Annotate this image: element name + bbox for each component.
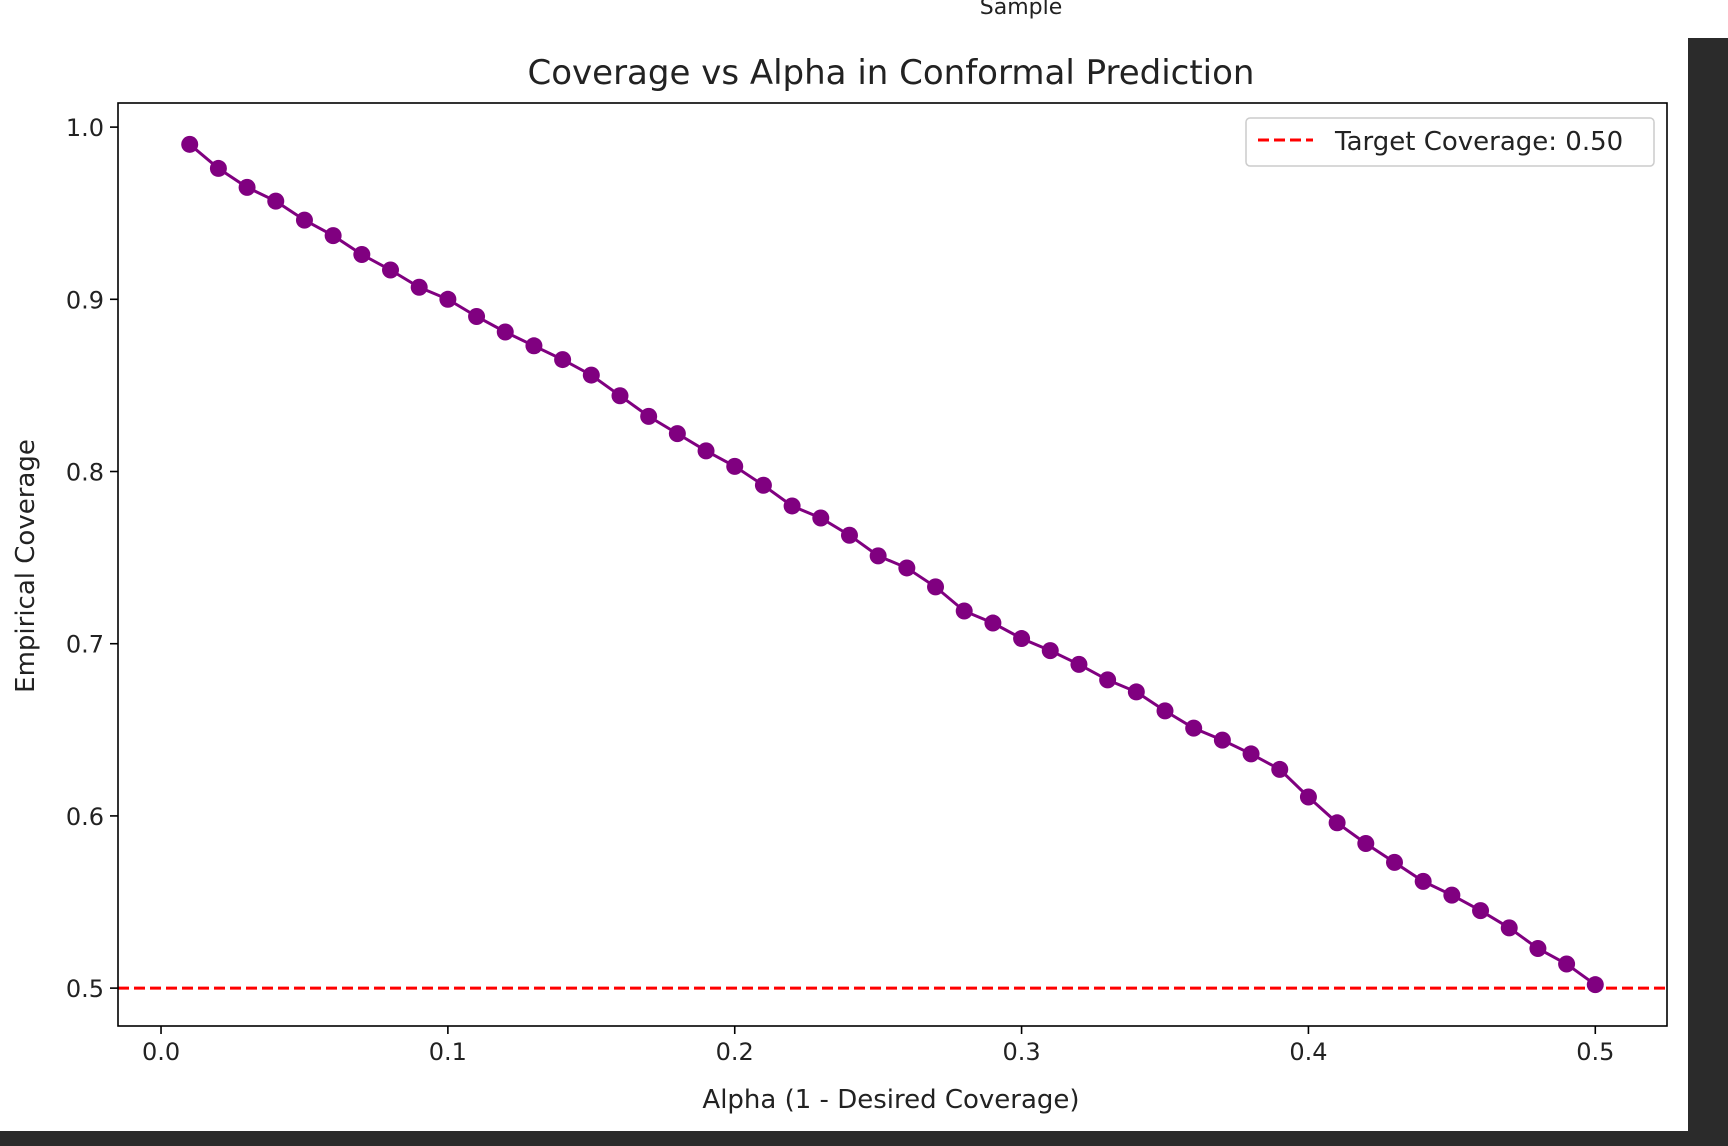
coverage-series-line (188, 143, 1597, 986)
coverage-point (1156, 702, 1174, 720)
coverage-point (1185, 719, 1203, 737)
legend-box (1245, 117, 1655, 167)
legend-label: Target Coverage: 0.50 (1334, 127, 1623, 157)
coverage-point (554, 351, 572, 369)
x-ticks: 0.0 0.1 0.2 0.3 0.4 0.5 (142, 1026, 1614, 1066)
coverage-point (267, 192, 285, 210)
coverage-point (295, 211, 313, 229)
coverage-point (1013, 630, 1031, 648)
coverage-point (984, 614, 1002, 632)
coverage-point (726, 457, 744, 475)
coverage-point (840, 526, 858, 544)
coverage-point (181, 135, 199, 153)
coverage-point (1127, 683, 1145, 701)
coverage-point (1357, 834, 1375, 852)
coverage-point (640, 407, 658, 425)
coverage-point (955, 602, 973, 620)
x-tick-label: 0.3 (1002, 1038, 1040, 1066)
coverage-point (1213, 731, 1231, 749)
coverage-point (1242, 745, 1260, 763)
coverage-point (1558, 955, 1576, 973)
y-tick-label: 0.5 (66, 975, 104, 1003)
y-axis-label: Empirical Coverage (11, 439, 41, 693)
coverage-point (1385, 853, 1403, 871)
y-tick-label: 0.9 (66, 286, 104, 314)
series-points (181, 135, 1604, 994)
coverage-point (1328, 814, 1346, 832)
coverage-point (468, 308, 486, 326)
header-text: Sample (980, 0, 1063, 20)
coverage-point (611, 387, 629, 405)
coverage-point (1299, 788, 1317, 806)
y-tick-label: 0.8 (66, 459, 104, 487)
coverage-point (496, 323, 514, 341)
coverage-point (1041, 642, 1059, 660)
coverage-point (697, 442, 715, 460)
side-bar (1688, 38, 1728, 1146)
coverage-point (668, 425, 686, 443)
bottom-bar (0, 1131, 1728, 1146)
legend: Target Coverage: 0.50 (1245, 117, 1655, 167)
coverage-point (1443, 886, 1461, 904)
coverage-point (1586, 976, 1604, 994)
coverage-point (1414, 872, 1432, 890)
x-axis-label: Alpha (1 - Desired Coverage) (702, 1085, 1079, 1115)
x-tick-label: 0.2 (716, 1038, 754, 1066)
coverage-point (209, 159, 227, 177)
coverage-point (1271, 760, 1289, 778)
coverage-point (410, 278, 428, 296)
coverage-point (812, 509, 830, 527)
y-tick-label: 0.7 (66, 631, 104, 659)
y-tick-label: 1.0 (66, 114, 104, 142)
x-tick-label: 0.4 (1289, 1038, 1327, 1066)
x-tick-label: 0.0 (142, 1038, 180, 1066)
series-lines (188, 143, 1597, 986)
coverage-point (353, 246, 371, 264)
coverage-point (582, 366, 600, 384)
x-tick-label: 0.1 (429, 1038, 467, 1066)
coverage-point (1500, 919, 1518, 937)
coverage-point (1099, 671, 1117, 689)
coverage-point (783, 497, 801, 515)
coverage-point (382, 261, 400, 279)
coverage-point (1070, 655, 1088, 673)
coverage-point (927, 578, 945, 596)
y-tick-label: 0.6 (66, 803, 104, 831)
plot-frame (117, 102, 1668, 1027)
chart-title: Coverage vs Alpha in Conformal Predictio… (528, 53, 1255, 93)
coverage-point (1472, 902, 1490, 920)
y-ticks: 0.5 0.6 0.7 0.8 0.9 1.0 (66, 114, 118, 1003)
coverage-point (324, 227, 342, 245)
coverage-point (869, 547, 887, 565)
coverage-point (898, 559, 916, 577)
coverage-point (439, 290, 457, 308)
coverage-point (238, 178, 256, 196)
x-tick-label: 0.5 (1576, 1038, 1614, 1066)
coverage-point (1529, 940, 1547, 958)
coverage-point (525, 337, 543, 355)
coverage-point (754, 476, 772, 494)
